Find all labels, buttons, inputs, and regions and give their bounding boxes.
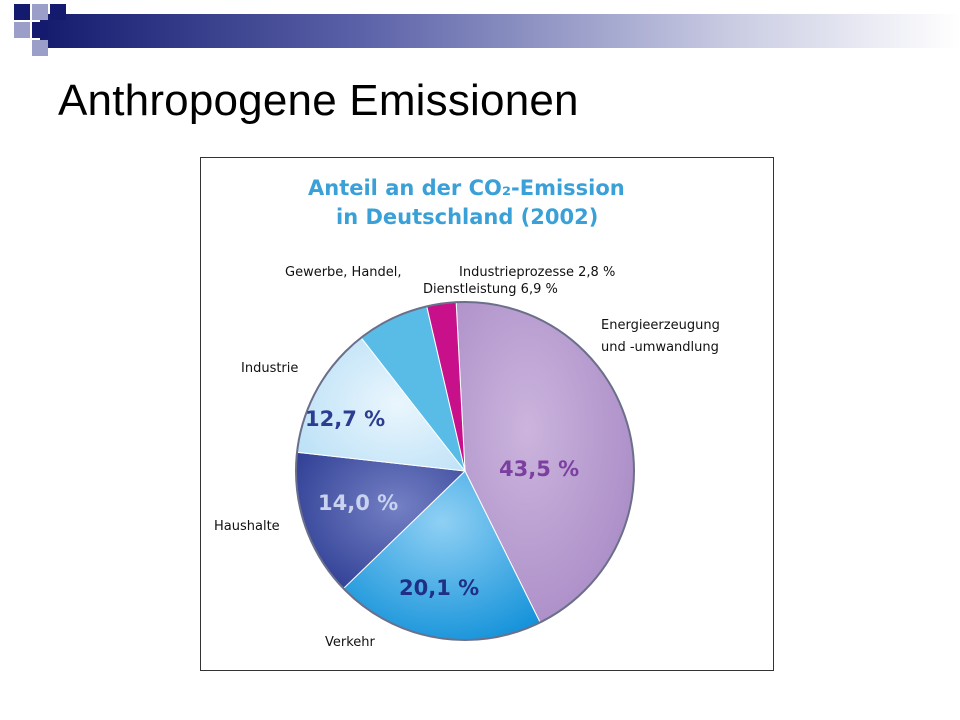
category-label-energieerzeugung: und -umwandlung bbox=[601, 340, 719, 355]
category-label-gewerbe-handel-dienstleistung: Dienstleistung 6,9 % bbox=[423, 282, 558, 297]
deco-square bbox=[32, 22, 48, 38]
category-label-verkehr: Verkehr bbox=[325, 635, 376, 650]
chart-frame: Anteil an der CO₂-Emission in Deutschlan… bbox=[200, 157, 774, 671]
deco-square bbox=[50, 4, 66, 20]
deco-square bbox=[32, 4, 48, 20]
category-label-industrie: Industrie bbox=[241, 361, 298, 376]
pie-outline bbox=[295, 301, 635, 641]
deco-square bbox=[32, 40, 48, 56]
category-label-gewerbe-handel-dienstleistung: Gewerbe, Handel, bbox=[285, 265, 402, 280]
header-gradient-bar bbox=[40, 14, 960, 48]
deco-square bbox=[14, 22, 30, 38]
pie-slices bbox=[295, 301, 635, 641]
value-label-energieerzeugung: 43,5 % bbox=[499, 457, 579, 481]
value-label-haushalte: 14,0 % bbox=[318, 491, 398, 515]
value-label-verkehr: 20,1 % bbox=[399, 576, 479, 600]
pie-value-labels: 43,5 % 20,1 % 14,0 % 12,7 % bbox=[305, 407, 579, 600]
pie-chart: Anteil an der CO₂-Emission in Deutschlan… bbox=[214, 176, 720, 650]
chart-title: Anteil an der CO₂-Emission bbox=[308, 176, 625, 200]
header-decoration bbox=[0, 0, 960, 60]
deco-square bbox=[14, 4, 30, 20]
category-label-haushalte: Haushalte bbox=[214, 519, 280, 534]
slide-title: Anthropogene Emissionen bbox=[58, 76, 579, 125]
chart-subtitle: in Deutschland (2002) bbox=[336, 205, 598, 229]
value-label-industrie: 12,7 % bbox=[305, 407, 385, 431]
category-label-industrieprozesse: Industrieprozesse 2,8 % bbox=[459, 265, 615, 280]
pie-category-labels: Energieerzeugung und -umwandlung Verkehr Ha… bbox=[214, 265, 720, 650]
category-label-energieerzeugung: Energieerzeugung bbox=[601, 318, 720, 333]
